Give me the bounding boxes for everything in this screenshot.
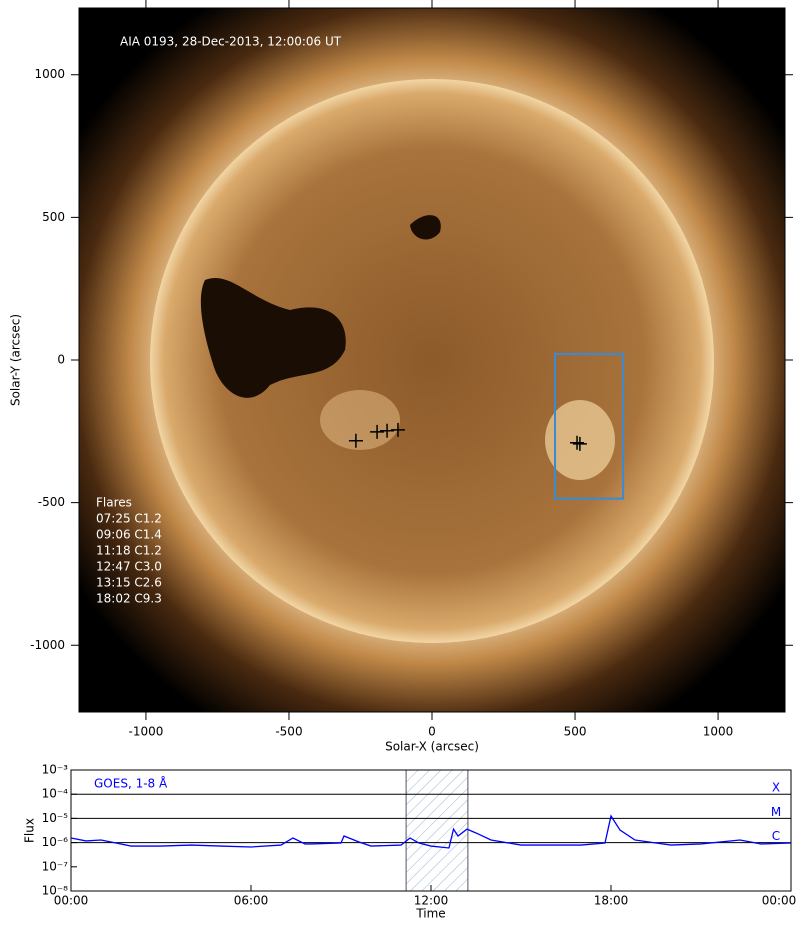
x-tick-label: 12:00: [414, 894, 449, 908]
y-tick-label: 10⁻⁶: [42, 835, 69, 849]
y-tick-label: 1000: [34, 67, 65, 81]
x-tick-label: -500: [275, 725, 302, 739]
flares-title: Flares: [96, 496, 132, 510]
x-tick-label: 0: [428, 725, 436, 739]
x-tick-label: 06:00: [234, 894, 269, 908]
x-tick-label: 00:00: [762, 894, 797, 908]
x-tick-label: 1000: [703, 725, 734, 739]
y-tick-label: 10⁻³: [42, 763, 69, 777]
x-axis-label: Solar-X (arcsec): [385, 740, 479, 754]
legend-label: GOES, 1-8 Å: [94, 776, 168, 791]
y-axis-label: Solar-Y (arcsec): [9, 314, 23, 406]
y-axis-label: Flux: [23, 818, 37, 843]
y-tick-label: 500: [42, 210, 65, 224]
x-tick-label: -1000: [129, 725, 164, 739]
x-tick-label: 00:00: [54, 894, 89, 908]
y-tick-label: 10⁻⁷: [42, 859, 69, 873]
flare-entry: 07:25 C1.2: [96, 512, 162, 526]
y-tick-label: 0: [57, 353, 65, 367]
x-tick-label: 500: [564, 725, 587, 739]
level-label: C: [772, 829, 780, 843]
flare-entry: 13:15 C2.6: [96, 576, 162, 590]
annotation: AIA 0193, 28-Dec-2013, 12:00:06 UT: [120, 35, 342, 49]
flare-entry: 09:06 C1.4: [96, 528, 162, 542]
solar-image: [12, 0, 799, 781]
flare-entry: 12:47 C3.0: [96, 560, 162, 574]
y-tick-label: -500: [38, 495, 65, 509]
y-tick-label: -1000: [30, 638, 65, 652]
level-label: X: [772, 781, 780, 795]
level-label: M: [771, 805, 781, 819]
y-tick-label: 10⁻⁵: [42, 811, 69, 825]
image-panel: -1000 -500 0 500 1000 -1000 -500 0 500 1000 Solar-…: [9, 0, 799, 781]
highlight-region: [406, 770, 468, 891]
x-axis-label: Time: [415, 907, 445, 921]
y-tick-label: 10⁻⁴: [42, 787, 69, 801]
x-tick-label: 18:00: [594, 894, 629, 908]
flare-entry: 11:18 C1.2: [96, 544, 162, 558]
flare-entry: 18:02 C9.3: [96, 592, 162, 606]
